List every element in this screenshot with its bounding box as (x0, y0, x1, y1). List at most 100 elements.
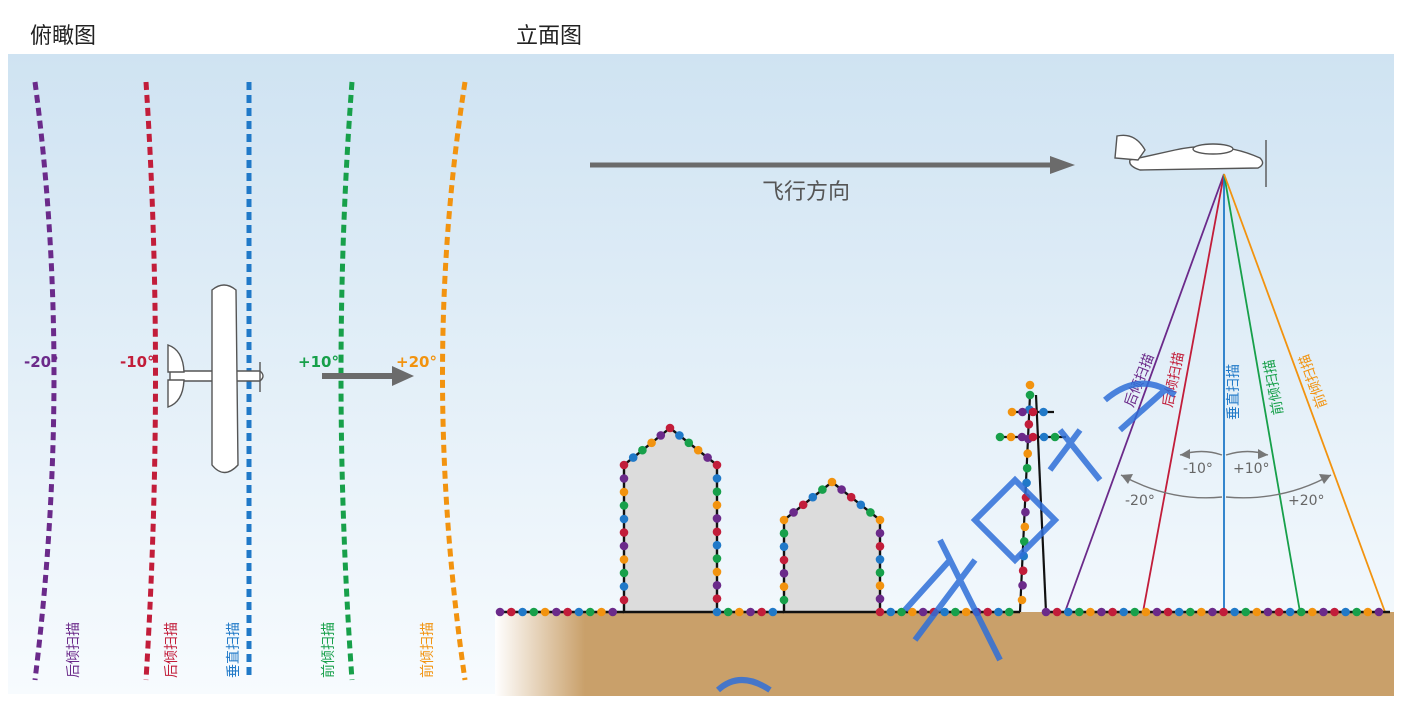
lidar-point (712, 567, 722, 577)
lidar-point (1004, 607, 1014, 617)
lidar-point (1025, 380, 1035, 390)
angle-arc-arrowheads (1121, 449, 1331, 484)
lidar-point (1263, 607, 1273, 617)
lidar-point (1021, 507, 1030, 517)
lidar-point (779, 569, 789, 578)
scan-beam-1 (1064, 173, 1225, 613)
lidar-point (1363, 607, 1373, 617)
lidar-point (518, 607, 527, 617)
lidar-point (1319, 607, 1328, 617)
lidar-point (1022, 463, 1032, 473)
right-panel-title: 立面图 (516, 24, 583, 49)
lidar-point (995, 432, 1005, 442)
lidar-point (608, 607, 618, 617)
scan-line-plus20 (440, 81, 468, 681)
lidar-point (818, 485, 827, 494)
lidar-point (712, 540, 722, 550)
lidar-point (540, 607, 550, 617)
lidar-point (1185, 607, 1195, 617)
lidar-point (1152, 607, 1162, 617)
angle-label-minus10-elev: -10° (1183, 461, 1213, 477)
lidar-point (675, 431, 684, 440)
lidar-point (779, 529, 789, 538)
lidar-point (1028, 432, 1038, 442)
lidar-point (908, 607, 917, 617)
lidar-point (1020, 522, 1030, 532)
lidar-point (563, 607, 572, 617)
lidar-point (951, 607, 960, 617)
lidar-point (1039, 407, 1048, 417)
lidar-point (628, 453, 638, 462)
lidar-point (875, 594, 885, 604)
lidar-point (1330, 607, 1339, 617)
lidar-point (746, 607, 755, 617)
left-panel-title: 俯瞰图 (30, 24, 97, 49)
angle-label-plus10-elev: +10° (1233, 461, 1270, 477)
lidar-point (1017, 595, 1027, 605)
lidar-point (875, 528, 885, 538)
lidar-point (918, 607, 928, 617)
lidar-point (1108, 607, 1117, 617)
lidar-point (768, 607, 778, 617)
ground (495, 612, 1394, 696)
scan-label-minus10: 后倾扫描 (164, 622, 180, 678)
lidar-point (619, 541, 629, 551)
lidar-point (1352, 607, 1362, 617)
lidar-point (1308, 607, 1317, 617)
lidar-point (779, 515, 789, 525)
lidar-point (886, 607, 896, 617)
lidar-point (619, 474, 629, 483)
lidar-point (619, 514, 629, 524)
lidar-point (1086, 607, 1095, 617)
flight-direction-label: 飞行方向 (762, 180, 850, 205)
lidar-point (712, 514, 722, 523)
top-view-panel: -20° -10° +10° +20° 后倾扫描 后倾扫描 垂直扫描 前倾扫描 … (24, 81, 468, 681)
scan-label-vertical: 垂直扫描 (225, 622, 242, 678)
lidar-point (1025, 390, 1035, 400)
lidar-point (656, 431, 666, 440)
lidar-point (712, 487, 722, 497)
lidar-point (703, 453, 712, 462)
lidar-point (619, 595, 629, 605)
angle-label-plus20-elev: +20° (1288, 493, 1325, 509)
lidar-point (506, 607, 516, 617)
lidar-point (779, 555, 789, 565)
lidar-point (712, 500, 722, 510)
lidar-point (619, 460, 629, 470)
lidar-point (1219, 607, 1228, 617)
lidar-point (1296, 607, 1306, 617)
lidar-point (1119, 607, 1128, 617)
lidar-point (1274, 607, 1284, 617)
lidar-point (1285, 607, 1295, 617)
scan-beam-2 (1142, 173, 1225, 613)
lidar-point (552, 607, 561, 617)
lidar-point (779, 595, 789, 605)
lidar-point (808, 492, 818, 502)
lidar-point (1023, 449, 1033, 458)
lidar-point (1208, 607, 1217, 617)
lidar-point (875, 581, 885, 591)
scan-beam-5 (1223, 173, 1386, 613)
lidar-point (647, 438, 656, 448)
angle-label-plus10: +10° (298, 353, 339, 371)
lidar-point (837, 485, 846, 494)
angle-label-minus20-elev: -20° (1125, 493, 1155, 509)
lidar-point (1022, 478, 1031, 488)
lidar-point (940, 607, 949, 617)
lidar-point (723, 607, 733, 617)
lidar-point (1130, 607, 1140, 617)
lidar-point (1241, 607, 1251, 617)
lidar-point (779, 542, 789, 551)
scan-line-minus10 (143, 81, 158, 681)
lidar-point (1063, 607, 1073, 617)
lidar-point (735, 607, 744, 617)
lidar-point (875, 607, 885, 617)
lidar-point (712, 607, 722, 617)
lidar-point (1028, 407, 1038, 417)
lidar-point (875, 555, 885, 564)
lidar-point (1017, 432, 1027, 442)
lidar-point (866, 508, 875, 517)
lidar-point (665, 423, 675, 433)
lidar-point (789, 508, 798, 517)
